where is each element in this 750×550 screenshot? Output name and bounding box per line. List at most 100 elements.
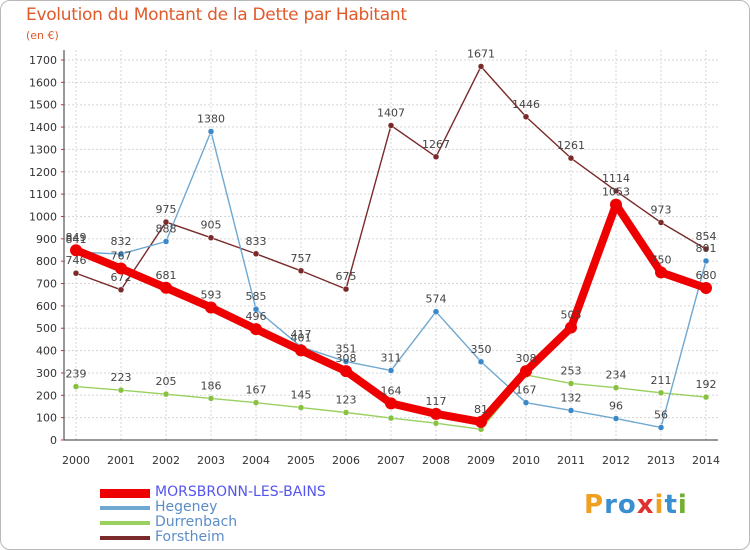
data-point xyxy=(612,384,620,391)
data-label: 854 xyxy=(696,230,717,243)
data-point xyxy=(387,367,395,374)
data-label: 767 xyxy=(111,250,132,263)
data-point xyxy=(342,358,350,365)
x-tick-label: 2002 xyxy=(152,454,180,467)
y-tick-label: 900 xyxy=(36,233,57,246)
data-label: 503 xyxy=(561,309,582,322)
legend-label: Forstheim xyxy=(155,529,225,545)
data-point xyxy=(160,281,172,294)
data-label: 1114 xyxy=(602,172,630,185)
data-label: 905 xyxy=(201,219,222,232)
data-label: 234 xyxy=(606,369,627,382)
data-label: 117 xyxy=(426,395,447,408)
logo-letter: t xyxy=(664,490,678,520)
data-point xyxy=(610,198,622,211)
data-point xyxy=(162,390,170,398)
x-tick-label: 2012 xyxy=(602,454,630,467)
data-point xyxy=(657,219,665,226)
y-tick-label: 0 xyxy=(50,434,57,447)
data-point xyxy=(655,266,667,279)
x-tick-label: 2013 xyxy=(647,454,675,467)
data-label: 801 xyxy=(696,242,717,255)
x-tick-label: 2014 xyxy=(692,454,720,467)
x-tick-label: 2004 xyxy=(242,454,270,467)
logo-letter: i xyxy=(677,490,688,520)
data-label: 192 xyxy=(696,378,717,391)
x-tick-label: 2011 xyxy=(557,454,585,467)
data-label: 205 xyxy=(156,375,177,388)
data-point xyxy=(250,323,262,336)
data-label: 1407 xyxy=(377,106,405,119)
data-label: 849 xyxy=(66,231,87,244)
data-point xyxy=(522,399,530,406)
data-point xyxy=(432,308,440,315)
data-label: 401 xyxy=(291,331,312,344)
data-point xyxy=(477,63,485,70)
data-point xyxy=(432,153,440,161)
logo-letter: o xyxy=(617,490,637,520)
data-point xyxy=(342,409,350,416)
data-point xyxy=(297,404,305,411)
legend-label: Hegeney xyxy=(155,499,218,515)
data-point xyxy=(567,154,575,162)
data-point xyxy=(657,389,665,397)
y-tick-label: 1200 xyxy=(29,166,57,179)
data-label: 211 xyxy=(651,374,672,387)
chart-unit: (en €) xyxy=(26,29,59,42)
data-point xyxy=(207,395,215,402)
data-label: 1053 xyxy=(602,186,630,199)
data-point xyxy=(72,269,80,277)
x-tick-label: 2009 xyxy=(467,454,495,467)
y-tick-label: 1700 xyxy=(29,54,57,67)
data-label: 585 xyxy=(246,290,267,303)
y-tick-label: 1600 xyxy=(29,76,57,89)
data-point xyxy=(117,250,125,258)
data-point xyxy=(475,415,487,428)
data-label: 1380 xyxy=(197,113,225,126)
data-point xyxy=(567,380,575,387)
legend-label: Durrenbach xyxy=(155,514,238,530)
x-tick-label: 2007 xyxy=(377,454,405,467)
legend-swatch xyxy=(100,506,150,510)
x-tick-label: 2010 xyxy=(512,454,540,467)
data-point xyxy=(162,218,170,226)
data-label: 975 xyxy=(156,203,177,216)
data-label: 888 xyxy=(156,223,177,236)
data-point xyxy=(702,257,710,265)
data-label: 833 xyxy=(246,235,267,248)
chart-title: Evolution du Montant de la Dette par Hab… xyxy=(26,5,407,25)
data-label: 123 xyxy=(336,394,357,407)
data-point xyxy=(522,113,530,121)
y-tick-label: 1000 xyxy=(29,210,57,223)
data-label: 832 xyxy=(111,235,132,248)
y-tick-label: 1500 xyxy=(29,99,57,112)
data-point xyxy=(385,397,397,410)
data-label: 167 xyxy=(516,384,537,397)
data-label: 1446 xyxy=(512,98,540,111)
data-point xyxy=(252,305,260,313)
data-label: 167 xyxy=(246,384,267,397)
data-label: 164 xyxy=(381,384,402,397)
data-point xyxy=(702,245,710,253)
data-label: 574 xyxy=(426,293,447,306)
data-point xyxy=(700,282,712,294)
data-label: 308 xyxy=(516,352,537,365)
data-point xyxy=(70,244,82,257)
y-tick-label: 100 xyxy=(36,412,57,425)
legend-swatch xyxy=(100,536,150,540)
logo-letter: P xyxy=(584,490,605,520)
data-point xyxy=(567,407,575,414)
data-label: 1261 xyxy=(557,139,585,152)
data-label: 308 xyxy=(336,352,357,365)
data-label: 675 xyxy=(336,270,357,283)
data-point xyxy=(297,267,305,275)
data-point xyxy=(117,286,125,294)
x-tick-label: 2001 xyxy=(107,454,135,467)
y-tick-label: 700 xyxy=(36,278,57,291)
data-point xyxy=(295,344,307,357)
legend-swatch xyxy=(100,489,150,498)
data-point xyxy=(252,250,260,258)
data-label: 1267 xyxy=(422,138,450,151)
y-tick-label: 1400 xyxy=(29,121,57,134)
data-point xyxy=(520,365,532,378)
